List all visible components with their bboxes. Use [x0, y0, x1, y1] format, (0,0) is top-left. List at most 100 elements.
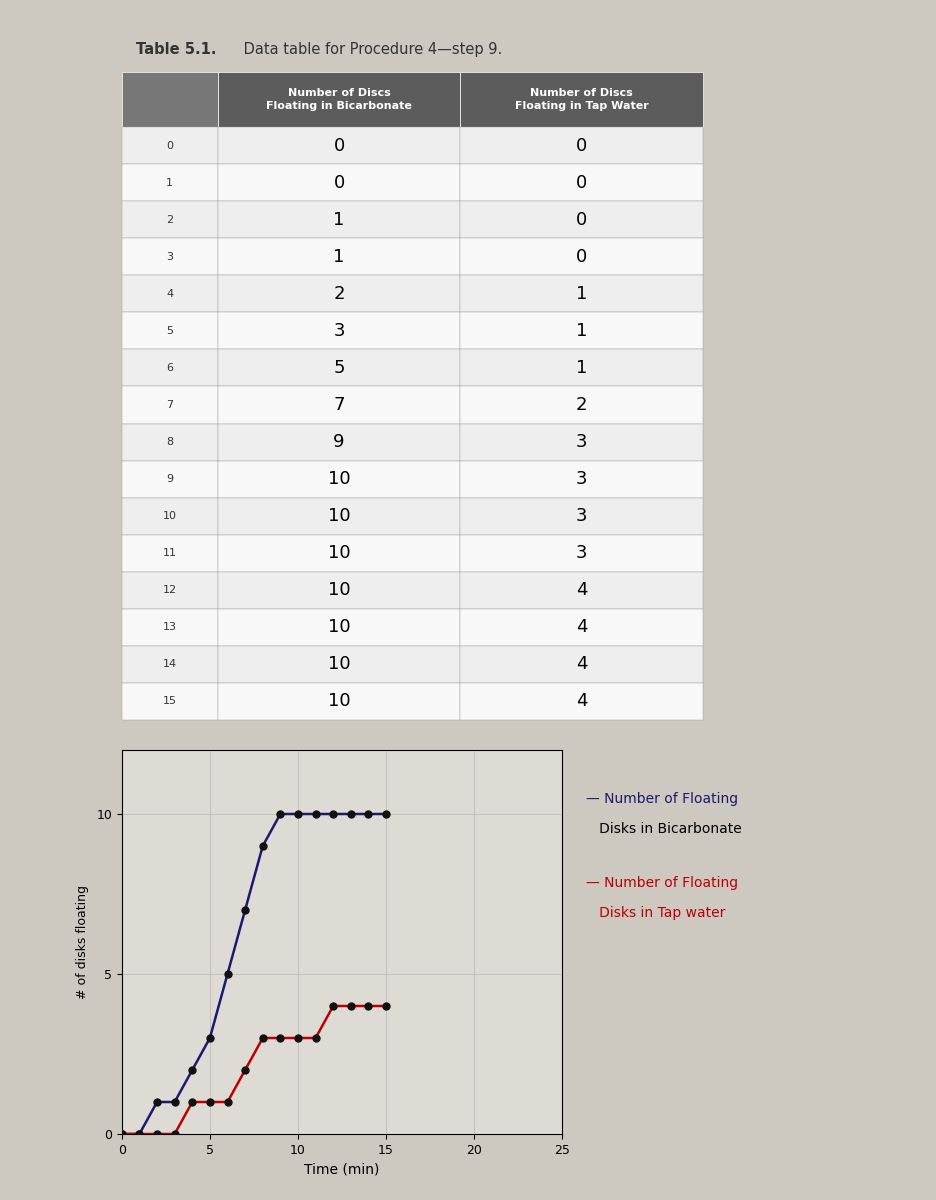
- Text: 1: 1: [333, 211, 344, 229]
- Text: 10: 10: [328, 655, 350, 673]
- Bar: [460, 275, 702, 312]
- Text: 1: 1: [576, 322, 587, 340]
- Text: 0: 0: [576, 137, 587, 155]
- Text: 1: 1: [576, 284, 587, 302]
- Bar: [217, 349, 460, 386]
- Bar: [122, 72, 217, 127]
- Bar: [217, 683, 460, 720]
- X-axis label: Time (min): Time (min): [304, 1163, 379, 1176]
- Text: 3: 3: [333, 322, 344, 340]
- Text: 3: 3: [576, 508, 587, 526]
- Y-axis label: # of disks floating: # of disks floating: [76, 886, 89, 998]
- Bar: [217, 312, 460, 349]
- Text: 4: 4: [576, 692, 587, 710]
- Bar: [460, 535, 702, 571]
- Bar: [122, 312, 217, 349]
- Bar: [460, 127, 702, 164]
- Bar: [122, 571, 217, 608]
- Bar: [122, 386, 217, 424]
- Text: 0: 0: [333, 174, 344, 192]
- Bar: [460, 164, 702, 202]
- Text: Table 5.1.: Table 5.1.: [136, 42, 216, 56]
- Text: — Number of Floating: — Number of Floating: [585, 792, 737, 806]
- Text: 4: 4: [576, 581, 587, 599]
- Bar: [217, 461, 460, 498]
- Bar: [122, 349, 217, 386]
- Text: 2: 2: [333, 284, 344, 302]
- Text: 1: 1: [333, 247, 344, 265]
- Text: 0: 0: [576, 174, 587, 192]
- Bar: [460, 239, 702, 275]
- Text: 10: 10: [328, 508, 350, 526]
- Text: 4: 4: [166, 289, 173, 299]
- Bar: [217, 571, 460, 608]
- Bar: [217, 386, 460, 424]
- Bar: [217, 535, 460, 571]
- Text: 3: 3: [166, 252, 173, 262]
- Text: 12: 12: [163, 586, 177, 595]
- Text: 0: 0: [333, 137, 344, 155]
- Text: Data table for Procedure 4—step 9.: Data table for Procedure 4—step 9.: [239, 42, 502, 56]
- Bar: [122, 683, 217, 720]
- Bar: [460, 424, 702, 461]
- Bar: [460, 202, 702, 239]
- Bar: [460, 386, 702, 424]
- Text: 14: 14: [163, 660, 177, 670]
- Text: 0: 0: [576, 247, 587, 265]
- Bar: [217, 202, 460, 239]
- Text: Disks in Bicarbonate: Disks in Bicarbonate: [585, 822, 740, 836]
- Text: 4: 4: [576, 655, 587, 673]
- Text: 10: 10: [328, 581, 350, 599]
- Text: 10: 10: [328, 470, 350, 488]
- Bar: [460, 312, 702, 349]
- Text: — Number of Floating: — Number of Floating: [585, 876, 737, 890]
- Text: 11: 11: [163, 548, 177, 558]
- Bar: [460, 461, 702, 498]
- Bar: [122, 424, 217, 461]
- Text: Disks in Tap water: Disks in Tap water: [585, 906, 724, 920]
- Bar: [460, 683, 702, 720]
- Text: 2: 2: [166, 215, 173, 224]
- Text: 1: 1: [576, 359, 587, 377]
- Bar: [122, 461, 217, 498]
- Bar: [122, 498, 217, 535]
- Text: 10: 10: [328, 618, 350, 636]
- Text: 9: 9: [166, 474, 173, 484]
- Bar: [217, 239, 460, 275]
- Text: 8: 8: [166, 437, 173, 448]
- Bar: [460, 498, 702, 535]
- Text: 10: 10: [328, 692, 350, 710]
- Bar: [460, 571, 702, 608]
- Bar: [217, 498, 460, 535]
- Text: 3: 3: [576, 545, 587, 563]
- Bar: [122, 164, 217, 202]
- Bar: [217, 275, 460, 312]
- Bar: [460, 72, 702, 127]
- Bar: [217, 608, 460, 646]
- Text: 7: 7: [166, 400, 173, 410]
- Bar: [217, 424, 460, 461]
- Text: 1: 1: [166, 178, 173, 187]
- Bar: [122, 239, 217, 275]
- Bar: [122, 646, 217, 683]
- Bar: [122, 202, 217, 239]
- Bar: [217, 164, 460, 202]
- Text: Number of Discs
Floating in Bicarbonate: Number of Discs Floating in Bicarbonate: [266, 89, 412, 110]
- Text: 2: 2: [576, 396, 587, 414]
- Text: 9: 9: [333, 433, 344, 451]
- Text: 7: 7: [333, 396, 344, 414]
- Bar: [122, 535, 217, 571]
- Text: 5: 5: [333, 359, 344, 377]
- Text: 10: 10: [328, 545, 350, 563]
- Bar: [122, 127, 217, 164]
- Bar: [460, 608, 702, 646]
- Text: 4: 4: [576, 618, 587, 636]
- Text: 10: 10: [163, 511, 177, 521]
- Text: 13: 13: [163, 623, 177, 632]
- Bar: [217, 127, 460, 164]
- Text: 15: 15: [163, 696, 177, 707]
- Text: 5: 5: [166, 326, 173, 336]
- Text: 0: 0: [576, 211, 587, 229]
- Text: 0: 0: [166, 140, 173, 151]
- Text: Number of Discs
Floating in Tap Water: Number of Discs Floating in Tap Water: [514, 89, 648, 110]
